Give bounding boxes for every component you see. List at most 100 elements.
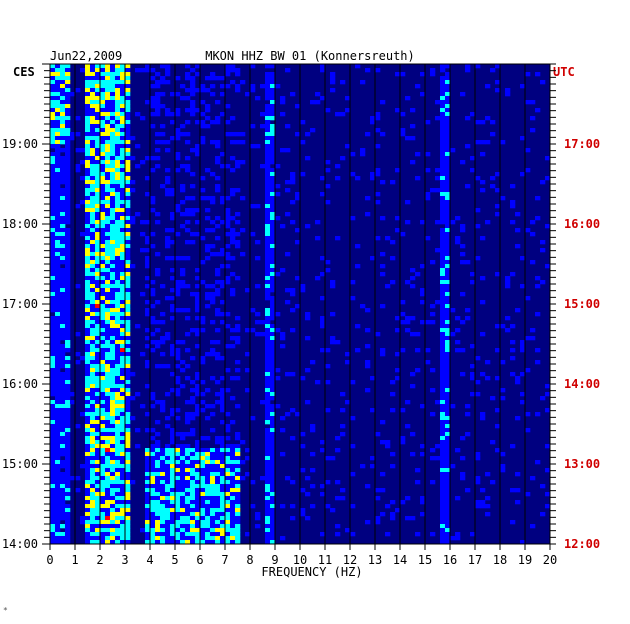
spectrogram-cell (125, 88, 131, 93)
spectrogram-cell (450, 464, 456, 469)
spectrogram-cell (195, 120, 201, 125)
spectrogram-cell (440, 368, 446, 373)
spectrogram-cell (160, 448, 166, 453)
spectrogram-cell (200, 508, 206, 513)
spectrogram-cell (135, 444, 141, 449)
spectrogram-cell (120, 264, 126, 269)
spectrogram-cell (270, 240, 276, 245)
spectrogram-cell (270, 392, 276, 397)
spectrogram-cell (235, 88, 241, 93)
spectrogram-cell (90, 188, 96, 193)
spectrogram-cell (265, 192, 271, 197)
spectrogram-cell (445, 164, 451, 169)
spectrogram-cell (260, 164, 266, 169)
spectrogram-cell (90, 324, 96, 329)
spectrogram-cell (55, 348, 61, 353)
spectrogram-cell (440, 156, 446, 161)
spectrogram-cell (95, 424, 101, 429)
spectrogram-cell (330, 76, 336, 81)
spectrogram-cell (270, 184, 276, 189)
spectrogram-cell (210, 456, 216, 461)
spectrogram-cell (55, 224, 61, 229)
spectrogram-cell (125, 388, 131, 393)
spectrogram-cell (310, 504, 316, 509)
spectrogram-cell (85, 128, 91, 133)
spectrogram-cell (440, 400, 446, 405)
spectrogram-cell (270, 212, 276, 217)
spectrogram-cell (210, 452, 216, 457)
spectrogram-cell (60, 80, 66, 85)
spectrogram-cell (185, 140, 191, 145)
spectrogram-cell (60, 460, 66, 465)
spectrogram-cell (155, 140, 161, 145)
spectrogram-cell (90, 504, 96, 509)
spectrogram-cell (270, 476, 276, 481)
spectrogram-cell (145, 452, 151, 457)
spectrogram-cell (445, 304, 451, 309)
spectrogram-cell (115, 272, 121, 277)
spectrogram-cell (85, 208, 91, 213)
spectrogram-cell (265, 444, 271, 449)
spectrogram-cell (90, 408, 96, 413)
spectrogram-cell (490, 68, 496, 73)
spectrogram-cell (180, 340, 186, 345)
spectrogram-cell (160, 520, 166, 525)
spectrogram-cell (50, 476, 56, 481)
spectrogram-cell (325, 108, 331, 113)
spectrogram-cell (195, 328, 201, 333)
spectrogram-cell (150, 96, 156, 101)
spectrogram-cell (55, 484, 61, 489)
spectrogram-cell (210, 488, 216, 493)
spectrogram-cell (225, 196, 231, 201)
spectrogram-cell (440, 88, 446, 93)
spectrogram-cell (275, 312, 281, 317)
spectrogram-cell (325, 456, 331, 461)
spectrogram-cell (230, 216, 236, 221)
spectrogram-cell (125, 208, 131, 213)
spectrogram-cell (145, 532, 151, 537)
spectrogram-cell (60, 72, 66, 77)
spectrogram-cell (60, 348, 66, 353)
spectrogram-cell (215, 380, 221, 385)
spectrogram-cell (195, 152, 201, 157)
spectrogram-cell (105, 404, 111, 409)
spectrogram-cell (210, 196, 216, 201)
spectrogram-cell (55, 492, 61, 497)
spectrogram-cell (65, 72, 71, 77)
x-tick-label: 12 (343, 553, 357, 567)
spectrogram-cell (110, 212, 116, 217)
spectrogram-cell (505, 92, 511, 97)
spectrogram-cell (205, 452, 211, 457)
spectrogram-cell (105, 492, 111, 497)
spectrogram-cell (245, 352, 251, 357)
spectrogram-cell (395, 108, 401, 113)
spectrogram-cell (220, 220, 226, 225)
spectrogram-cell (90, 144, 96, 149)
spectrogram-cell (55, 280, 61, 285)
spectrogram-cell (95, 372, 101, 377)
spectrogram-cell (440, 336, 446, 341)
spectrogram-cell (210, 536, 216, 541)
spectrogram-cell (215, 156, 221, 161)
spectrogram-cell (120, 432, 126, 437)
spectrogram-cell (210, 524, 216, 529)
spectrogram-cell (300, 172, 306, 177)
spectrogram-cell (120, 364, 126, 369)
spectrogram-cell (230, 512, 236, 517)
spectrogram-cell (180, 468, 186, 473)
spectrogram-cell (155, 328, 161, 333)
spectrogram-cell (60, 64, 66, 69)
spectrogram-cell (270, 440, 276, 445)
spectrogram-cell (55, 204, 61, 209)
spectrogram-cell (190, 356, 196, 361)
spectrogram-cell (55, 124, 61, 129)
spectrogram-cell (120, 436, 126, 441)
spectrogram-cell (105, 252, 111, 257)
spectrogram-cell (105, 340, 111, 345)
spectrogram-cell (395, 352, 401, 357)
spectrogram-cell (235, 368, 241, 373)
spectrogram-cell (65, 140, 71, 145)
spectrogram-cell (85, 308, 91, 313)
chart-title: MKON HHZ BW 01 (Konnersreuth) (205, 49, 415, 63)
spectrogram-cell (160, 516, 166, 521)
